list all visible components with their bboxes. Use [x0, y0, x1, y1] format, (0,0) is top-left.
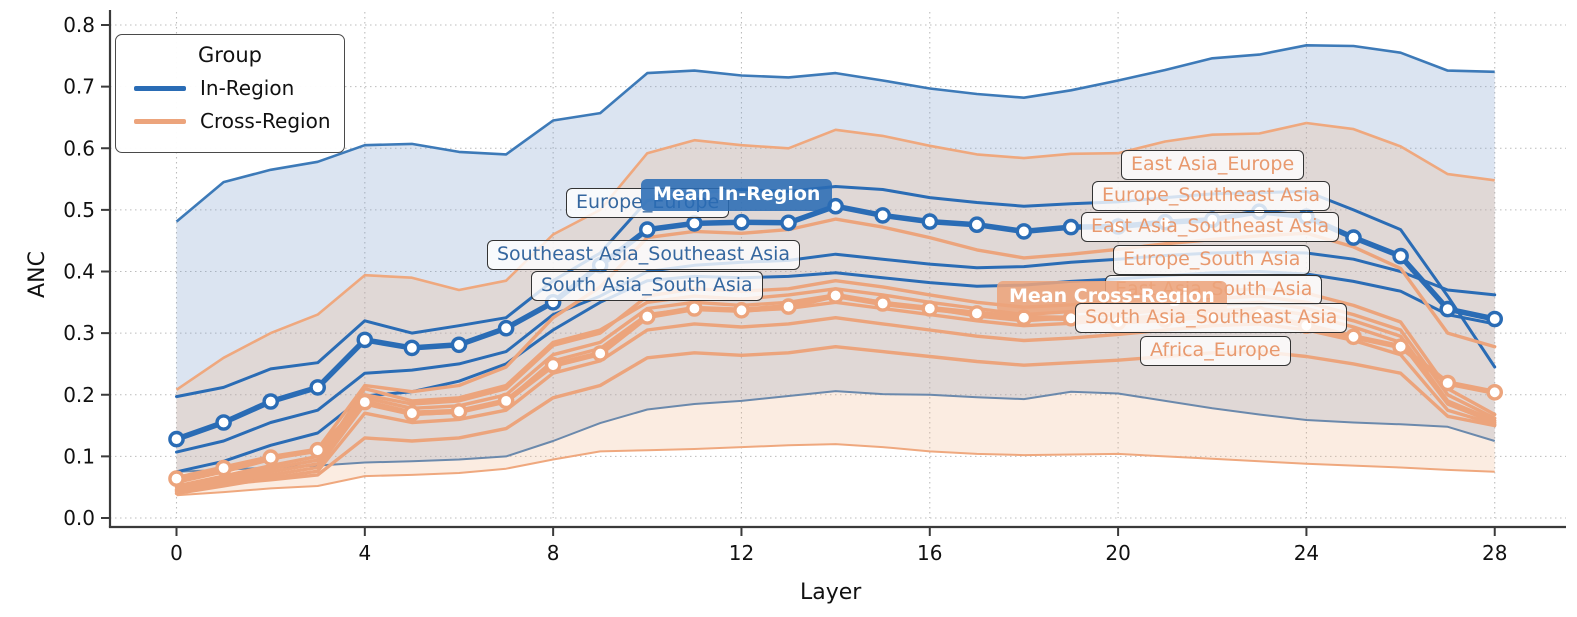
y-tick-label-0.1: 0.1 [63, 444, 95, 468]
marker-mean-in-region-layer-11 [686, 215, 703, 232]
marker-mean-cross-region-layer-5 [403, 404, 421, 422]
marker-mean-cross-region-layer-2 [262, 449, 280, 466]
marker-mean-in-region-layer-0 [168, 430, 185, 448]
marker-mean-cross-region-layer-27 [1439, 374, 1456, 392]
annotation-europe-southeast-asia: Europe_Southeast Asia [1092, 181, 1331, 211]
band-cross-region-range-lower-edge [176, 443, 1495, 497]
marker-mean-cross-region-layer-9 [591, 345, 609, 362]
marker-mean-cross-region-layer-14 [827, 287, 844, 304]
marker-mean-in-region-layer-17 [968, 216, 986, 233]
marker-mean-cross-region-layer-3 [309, 441, 327, 459]
band-in-region-range-upper-edge [175, 43, 1495, 223]
marker-mean-in-region-layer-7 [497, 319, 515, 337]
marker-mean-in-region-layer-6 [450, 336, 468, 354]
y-tick-label-0.3: 0.3 [63, 321, 95, 345]
annotation-south-asia-south-asia: South Asia_South Asia [531, 271, 763, 301]
annotation-southeast-asia-southeast-asia: Southeast Asia_Southeast Asia [487, 240, 801, 270]
marker-mean-cross-region-layer-28 [1486, 383, 1503, 401]
marker-mean-in-region-layer-5 [403, 339, 421, 357]
marker-mean-cross-region-layer-12 [733, 301, 750, 319]
marker-mean-cross-region-layer-7 [497, 392, 515, 410]
x-tick-label-28: 28 [1482, 541, 1507, 565]
band-cross-region-range-upper-edge [175, 121, 1495, 391]
marker-mean-in-region-layer-28 [1486, 310, 1503, 328]
marker-mean-in-region-layer-27 [1439, 300, 1456, 318]
annotation-mean-in-region: Mean In-Region [641, 179, 833, 211]
x-tick-label-24: 24 [1294, 541, 1319, 565]
marker-mean-in-region-layer-3 [309, 379, 327, 396]
marker-mean-in-region-layer-2 [262, 393, 280, 410]
y-tick-label-0.4: 0.4 [63, 260, 95, 284]
marker-mean-in-region-layer-10 [639, 221, 656, 238]
marker-mean-in-region-layer-16 [921, 213, 939, 230]
annotation-europe-south-asia: Europe_South Asia [1113, 245, 1311, 275]
marker-mean-in-region-layer-4 [356, 331, 374, 349]
marker-mean-cross-region-layer-11 [686, 300, 703, 317]
x-tick-label-12: 12 [729, 541, 754, 565]
marker-mean-cross-region-layer-26 [1392, 338, 1409, 356]
marker-mean-cross-region-layer-0 [168, 470, 185, 487]
marker-mean-cross-region-layer-10 [639, 308, 656, 325]
marker-mean-in-region-layer-26 [1392, 247, 1409, 265]
legend-label-cross-region: Cross-Region [200, 109, 331, 133]
cross-region-line-swatch [134, 118, 186, 124]
marker-mean-in-region-layer-18 [1015, 223, 1033, 240]
marker-mean-cross-region-layer-4 [356, 393, 374, 411]
legend: Group In-Region Cross-Region [115, 34, 345, 153]
marker-mean-cross-region-layer-17 [968, 305, 986, 322]
marker-mean-in-region-layer-13 [780, 214, 797, 232]
x-tick-label-8: 8 [547, 541, 560, 565]
marker-mean-cross-region-layer-1 [215, 459, 232, 477]
y-tick-label-0.5: 0.5 [63, 198, 95, 222]
y-tick-label-0.2: 0.2 [63, 383, 95, 407]
x-tick-label-20: 20 [1105, 541, 1130, 565]
annotation-africa-europe: Africa_Europe [1140, 336, 1291, 366]
in-region-line-swatch [134, 85, 186, 91]
marker-mean-cross-region-layer-25 [1345, 328, 1362, 346]
annotation-east-asia-europe: East Asia_Europe [1121, 150, 1305, 180]
y-tick-label-0.8: 0.8 [63, 13, 95, 37]
marker-mean-in-region-layer-12 [733, 213, 750, 231]
legend-title: Group [198, 43, 262, 67]
marker-mean-in-region-layer-19 [1062, 218, 1080, 236]
marker-mean-cross-region-layer-16 [921, 300, 939, 317]
annotation-east-asia-southeast-asia: East Asia_Southeast Asia [1081, 212, 1340, 242]
marker-mean-cross-region-layer-15 [874, 295, 892, 312]
marker-mean-in-region-layer-15 [874, 207, 892, 224]
x-tick-label-0: 0 [170, 541, 183, 565]
marker-mean-cross-region-layer-6 [450, 403, 468, 420]
marker-mean-in-region-layer-25 [1345, 229, 1362, 246]
y-axis-title: ANC [24, 251, 50, 298]
y-tick-label-0.0: 0.0 [63, 506, 95, 530]
x-tick-label-4: 4 [358, 541, 371, 565]
marker-mean-cross-region-layer-13 [780, 298, 797, 315]
legend-item-in-region: In-Region [134, 76, 326, 100]
marker-mean-cross-region-layer-18 [1015, 309, 1033, 327]
x-axis-title: Layer [800, 580, 862, 605]
y-tick-label-0.6: 0.6 [63, 136, 95, 160]
annotation-south-asia-southeast-asia: South Asia_Southeast Asia [1075, 303, 1348, 333]
marker-mean-cross-region-layer-8 [544, 356, 562, 374]
x-tick-label-16: 16 [917, 541, 942, 565]
legend-label-in-region: In-Region [200, 76, 295, 100]
y-tick-label-0.7: 0.7 [63, 75, 95, 99]
band-in-region-range-lower-edge [176, 390, 1495, 473]
legend-item-cross-region: Cross-Region [134, 109, 331, 133]
marker-mean-in-region-layer-1 [215, 414, 232, 431]
